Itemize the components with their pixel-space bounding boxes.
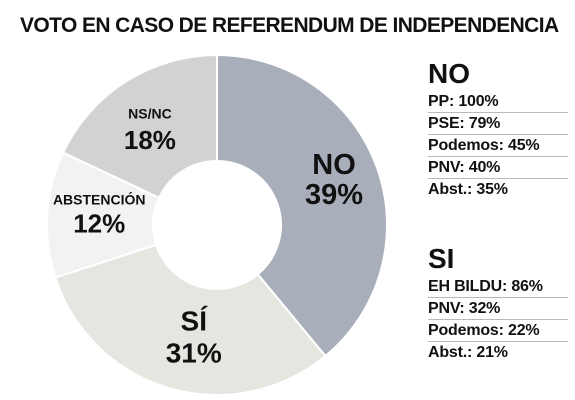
no-breakdown-heading: NO xyxy=(428,58,470,89)
si-breakdown-row: Podemos: 22% xyxy=(428,320,568,342)
slice-no xyxy=(216,53,388,358)
slice-label: NO xyxy=(312,149,356,181)
no-breakdown: NO PP: 100% PSE: 79% Podemos: 45% PNV: 4… xyxy=(428,58,568,200)
slice-sí xyxy=(54,243,327,396)
slice-label: ABSTENCIÓN xyxy=(53,190,146,207)
chart-title: VOTO EN CASO DE REFERENDUM DE INDEPENDEN… xyxy=(20,14,559,37)
si-breakdown-row: EH BILDU: 86% xyxy=(428,276,568,298)
slice-ns-nc xyxy=(61,53,218,200)
slice-label: NS/NC xyxy=(128,106,172,122)
no-breakdown-row: PNV: 40% xyxy=(428,157,568,179)
slice-value-label: 12% xyxy=(73,209,125,239)
no-breakdown-row: Abst.: 35% xyxy=(428,181,508,198)
si-breakdown: SI EH BILDU: 86% PNV: 32% Podemos: 22% A… xyxy=(428,243,568,363)
si-breakdown-row: Abst.: 21% xyxy=(428,344,508,361)
si-breakdown-heading: SI xyxy=(428,243,455,274)
slice-value-label: 18% xyxy=(124,125,176,155)
no-breakdown-row: Podemos: 45% xyxy=(428,135,568,157)
no-breakdown-row: PP: 100% xyxy=(428,91,568,113)
no-breakdown-row: PSE: 79% xyxy=(428,113,568,135)
slice-value-label: 39% xyxy=(305,179,363,211)
si-breakdown-row: PNV: 32% xyxy=(428,298,568,320)
slice-value-label: 31% xyxy=(166,337,222,368)
slice-label: SÍ xyxy=(181,305,209,336)
